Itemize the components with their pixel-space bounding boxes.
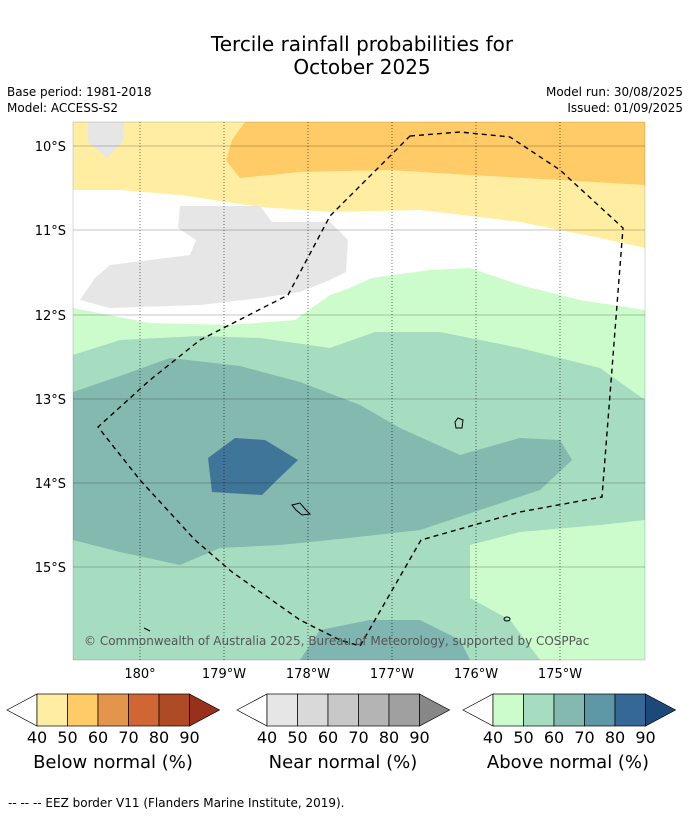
lat-label: 15°S [35, 561, 66, 576]
colorbar-segment [67, 693, 99, 727]
colorbar-extend-left [236, 693, 268, 727]
colorbar-tick-label: 80 [149, 728, 169, 747]
near-normal-40-region-west [80, 206, 348, 308]
colorbar-tick-label: 90 [635, 728, 655, 747]
colorbar-segment [388, 693, 420, 727]
colorbar-tick-label: 60 [318, 728, 338, 747]
colorbar-tick-label: 80 [379, 728, 399, 747]
colorbar-tick-label: 50 [513, 728, 533, 747]
colorbar-segment [584, 693, 616, 727]
colorbar-segment [128, 693, 160, 727]
parallels [73, 145, 645, 568]
colorbar-tick-label: 40 [257, 728, 277, 747]
colorbar-extend-right [189, 693, 221, 727]
below-normal-label: Below normal (%) [33, 752, 193, 773]
colorbar-tick-label: 50 [287, 728, 307, 747]
colorbar-tick-label: 60 [544, 728, 564, 747]
issued-date: Issued: 01/09/2025 [567, 101, 683, 115]
lon-label: 176°W [454, 667, 498, 682]
near-normal-colorbar: 40 50 60 70 80 90 [236, 693, 451, 747]
colorbar-tick-label: 50 [57, 728, 77, 747]
colorbar-segment [266, 693, 298, 727]
lat-label: 13°S [35, 393, 66, 408]
lon-labels: 180° 179°W 178°W 177°W 176°W 175°W [124, 667, 582, 682]
colorbar-segment [297, 693, 329, 727]
lat-label: 10°S [35, 140, 66, 155]
colorbar-tick-label: 40 [27, 728, 47, 747]
colorbar-extend-left [462, 693, 494, 727]
near-normal-40-region-north [88, 122, 124, 158]
base-period: Base period: 1981-2018 [7, 85, 152, 99]
lat-label: 12°S [35, 309, 66, 324]
title-line-2: October 2025 [293, 55, 431, 79]
lat-label: 14°S [35, 477, 66, 492]
lon-label: 178°W [286, 667, 330, 682]
colorbar-tick-label: 90 [179, 728, 199, 747]
colorbars: 40 50 60 70 80 90 40 50 60 70 80 90 40 50 60 70 80 90 [6, 693, 677, 747]
colorbar-segment [553, 693, 585, 727]
colorbar-extend-right [419, 693, 451, 727]
lon-label: 177°W [370, 667, 414, 682]
lat-labels: 10°S 11°S 12°S 13°S 14°S 15°S [35, 140, 66, 576]
island-outline [291, 502, 312, 516]
colorbar-segment [36, 693, 68, 727]
colorbar-segment [523, 693, 555, 727]
near-normal-label: Near normal (%) [268, 752, 418, 773]
below-normal-50-region [226, 122, 645, 185]
lon-label: 180° [124, 667, 155, 682]
colorbar-segment [158, 693, 190, 727]
title-line-1: Tercile rainfall probabilities for [210, 32, 514, 56]
eez-footnote: -- -- -- EEZ border V11 (Flanders Marine… [8, 796, 345, 810]
model-name: Model: ACCESS-S2 [7, 101, 119, 115]
lon-label: 179°W [202, 667, 246, 682]
above-normal-80-region [208, 438, 298, 495]
lat-label: 11°S [35, 224, 66, 239]
above-normal-60-region [73, 358, 572, 565]
colorbar-tick-label: 70 [574, 728, 594, 747]
below-normal-colorbar: 40 50 60 70 80 90 [6, 693, 221, 747]
colorbar-tick-label: 60 [88, 728, 108, 747]
colorbar-tick-label: 40 [483, 728, 503, 747]
above-normal-70-region [300, 620, 470, 660]
colorbar-tick-label: 80 [605, 728, 625, 747]
eez-border [97, 131, 624, 647]
island-outline [454, 417, 464, 429]
island-outline [143, 627, 151, 632]
above-normal-colorbar: 40 50 60 70 80 90 [462, 693, 677, 747]
colorbar-tick-label: 70 [118, 728, 138, 747]
colorbar-tick-label: 90 [409, 728, 429, 747]
colorbar-extend-right [645, 693, 677, 727]
copyright-text: © Commonwealth of Australia 2025, Bureau… [84, 634, 589, 648]
lon-label: 175°W [538, 667, 582, 682]
above-normal-label: Above normal (%) [486, 752, 650, 773]
probability-field: © Commonwealth of Australia 2025, Bureau… [73, 122, 645, 660]
colorbar-extend-left [6, 693, 38, 727]
colorbar-segment [97, 693, 129, 727]
colorbar-segment [614, 693, 646, 727]
colorbar-segment [492, 693, 524, 727]
colorbar-segment [327, 693, 359, 727]
model-run: Model run: 30/08/2025 [545, 85, 683, 99]
colorbar-segment [358, 693, 390, 727]
island-outline [503, 616, 511, 622]
colorbar-tick-label: 70 [348, 728, 368, 747]
